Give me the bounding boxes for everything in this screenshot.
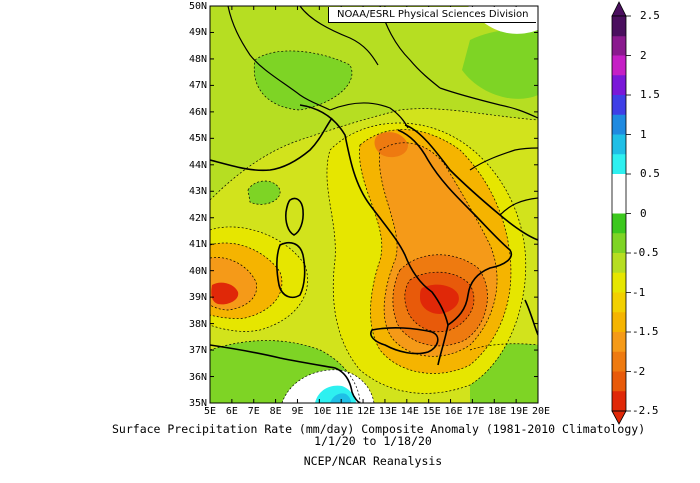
colorbar-swatch [612,35,626,56]
map-plot-area [210,6,538,403]
lon-label: 20E [532,406,551,417]
colorbar-swatch [612,154,626,175]
lat-label: 42N [188,212,207,224]
lon-label: 11E [335,406,354,417]
colorbar-swatch [612,134,626,155]
lat-label: 41N [188,239,207,251]
plot-frame [209,5,539,404]
colorbar-swatch [612,114,626,135]
colorbar-label: 2 [640,48,647,62]
colorbar-swatch [612,174,626,195]
lon-label: 14E [400,406,419,417]
lon-label: 18E [488,406,507,417]
lon-label: 7E [247,406,260,417]
anomaly-minimum-core [420,284,459,314]
caption-line-1: Surface Precipitation Rate (mm/day) Comp… [112,422,646,436]
lat-label: 38N [188,318,207,330]
colorbar-swatch [612,371,626,392]
colorbar-swatch [612,213,626,234]
lat-label: 45N [188,133,207,145]
colorbar-swatch [612,253,626,274]
colorbar-label: -1 [632,285,646,299]
colorbar-label: 0.5 [640,167,660,180]
lon-label: 9E [291,406,304,417]
lat-label: 50N [188,1,207,12]
lon-label: 15E [422,406,441,417]
colorbar-swatch [612,332,626,353]
lon-label: 10E [313,406,332,417]
colorbar-label: 0 [640,206,647,220]
lat-label: 49N [188,27,207,39]
anomaly-minimum-west [211,282,239,305]
colorbar-swatch [612,55,626,76]
caption-line-2: 1/1/20 to 1/18/20 [314,434,432,448]
colorbar-swatch [612,292,626,313]
colorbar-swatch [612,233,626,254]
colorbar-swatch [612,351,626,372]
lon-label: 13E [378,406,397,417]
colorbar-label: 1 [640,127,647,141]
credit-text: NOAA/ESRL Physical Sciences Division [337,9,529,20]
lat-label: 43N [188,186,207,198]
lon-label: 17E [466,406,485,417]
colorbar-label: 2.5 [640,9,660,22]
colorbar-swatch [612,193,626,214]
lat-label: 46N [188,106,207,118]
anomaly-green-north [254,50,352,110]
lat-label: 44N [188,159,207,171]
lat-label: 37N [188,345,207,357]
lon-label: 6E [225,406,238,417]
colorbar-label: -0.5 [632,246,659,259]
colorbar-swatch [612,272,626,293]
colorbar-swatch [612,95,626,116]
coastlines [210,104,538,403]
colorbar-label: -1.5 [632,325,659,338]
lon-label: 16E [444,406,463,417]
lon-label: 12E [357,406,376,417]
lat-label: 47N [188,80,207,92]
lat-label: 40N [188,265,207,277]
anomaly-green-ne [462,29,538,99]
anomaly-positive-blue [330,393,351,403]
colorbar-swatch [612,391,626,411]
colorbar-label: -2 [632,364,646,378]
lon-label: 19E [510,406,529,417]
country-borders [227,6,538,216]
colorbar-top-arrow [611,1,627,17]
colorbar-swatch [612,75,626,96]
caption-line-3: NCEP/NCAR Reanalysis [303,454,443,468]
colorbar-swatch [612,16,626,37]
lat-label: 35N [188,398,207,409]
colorbar-label: 1.5 [640,88,660,101]
colorbar-swatch [612,312,626,333]
colorbar-label: -2.5 [632,404,659,417]
anomaly-green-corsica-west [248,181,281,205]
colorbar [611,1,631,425]
credit-box: NOAA/ESRL Physical Sciences Division [328,7,536,23]
lat-label: 36N [188,371,207,383]
lat-label: 48N [188,53,207,65]
contour-lines [210,50,538,403]
lon-label: 8E [269,406,282,417]
lon-label: 5E [204,406,217,417]
lat-label: 39N [188,292,207,304]
